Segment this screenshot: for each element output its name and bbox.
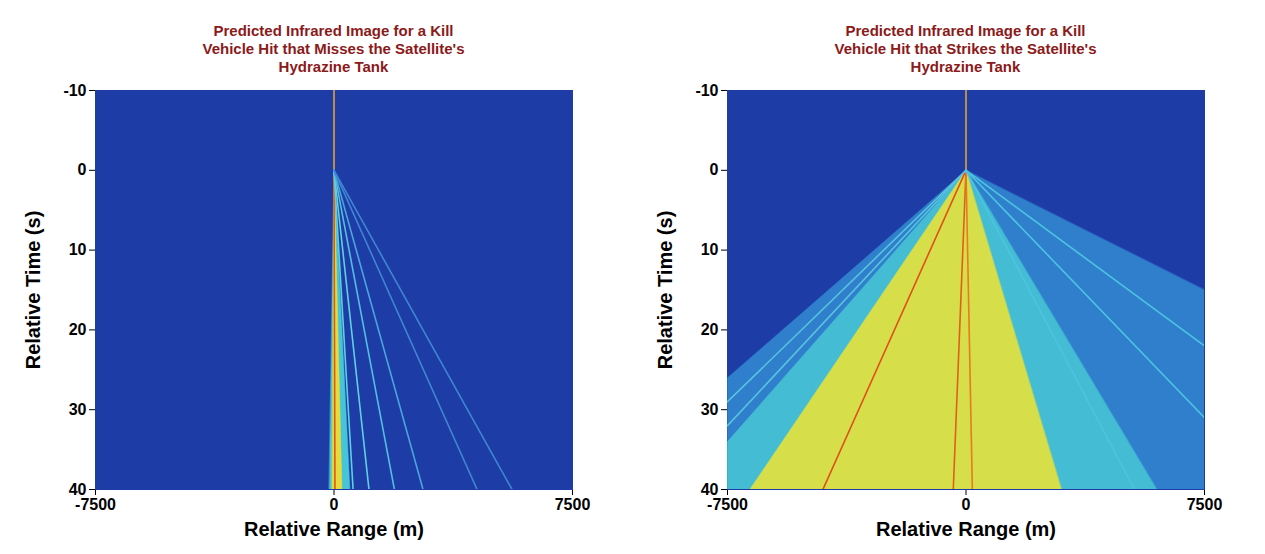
svg-text:20: 20 xyxy=(701,321,719,338)
svg-text:7500: 7500 xyxy=(555,496,591,513)
svg-text:10: 10 xyxy=(69,241,87,258)
svg-text:30: 30 xyxy=(701,401,719,418)
svg-text:0: 0 xyxy=(330,496,339,513)
svg-text:0: 0 xyxy=(78,161,87,178)
svg-text:20: 20 xyxy=(69,321,87,338)
svg-text:40: 40 xyxy=(700,480,719,498)
svg-text:Relative Time (s): Relative Time (s) xyxy=(654,211,676,370)
html-text:Predicted Infrared Image for a: Predicted Infrared Image for a Kill Vehi… xyxy=(202,22,465,75)
svg-text:30: 30 xyxy=(69,401,87,418)
svg-text:-10: -10 xyxy=(63,82,86,99)
svg-text:0: 0 xyxy=(962,496,971,513)
svg-text:0: 0 xyxy=(710,161,719,178)
svg-text:-7500: -7500 xyxy=(707,496,748,513)
svg-text:-7500: -7500 xyxy=(75,496,116,513)
svg-text:-10: -10 xyxy=(695,82,718,99)
svg-text:10: 10 xyxy=(701,241,719,258)
svg-text:Relative Range (m): Relative Range (m) xyxy=(244,518,424,540)
svg-text:Relative Range (m): Relative Range (m) xyxy=(876,518,1056,540)
svg-text:7500: 7500 xyxy=(1187,496,1223,513)
svg-text:Relative Time (s): Relative Time (s) xyxy=(22,211,44,370)
html-text:Predicted Infrared Image for a: Predicted Infrared Image for a Kill Vehi… xyxy=(834,22,1097,75)
svg-text:40: 40 xyxy=(68,480,87,498)
